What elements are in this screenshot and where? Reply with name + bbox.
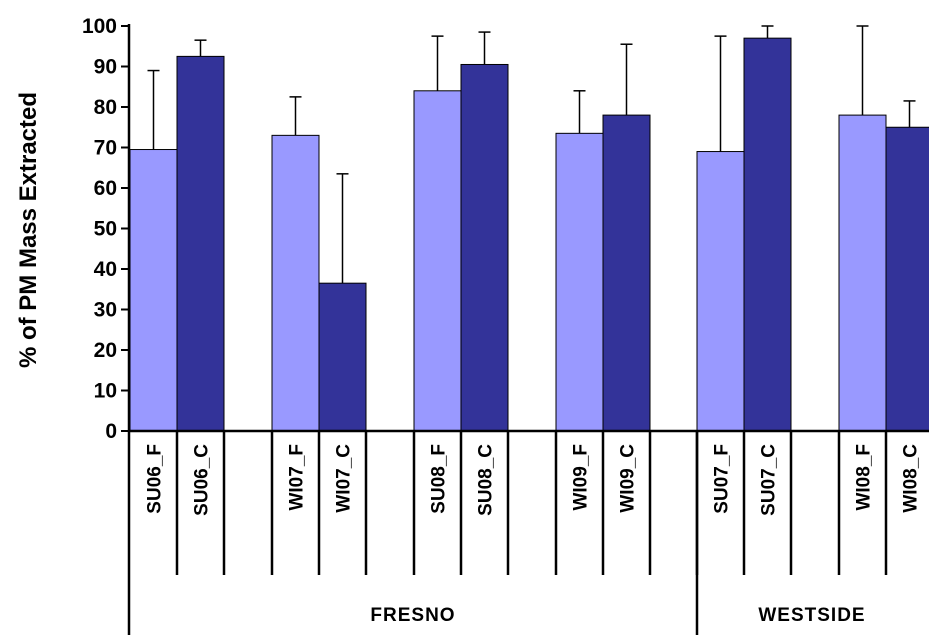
category-label: WI07_F xyxy=(287,444,308,511)
bar-su06-c xyxy=(176,55,225,432)
bar-wi08-f xyxy=(838,114,887,432)
y-tick-label: 30 xyxy=(94,299,117,322)
group-labels: FRESNO WESTSIDE xyxy=(370,605,865,626)
y-tick-label: 10 xyxy=(94,380,117,403)
category-label: WI09_C xyxy=(618,444,639,513)
group-label-westside: WESTSIDE xyxy=(758,605,865,626)
category-label: WI09_F xyxy=(571,444,592,511)
error-bars xyxy=(147,25,916,284)
bar-su08-c xyxy=(460,63,509,432)
category-label: SU07_C xyxy=(759,444,780,516)
y-tick-label: 20 xyxy=(94,339,117,362)
bar-wi09-f xyxy=(555,132,604,432)
y-tick-label: 100 xyxy=(82,15,117,38)
category-label: WI08_C xyxy=(901,444,922,513)
bar-wi08-c xyxy=(885,126,929,432)
category-label: SU08_C xyxy=(476,444,497,516)
bar-su08-f xyxy=(413,90,462,432)
category-label: SU08_F xyxy=(429,444,450,514)
bar-wi07-c xyxy=(318,282,367,432)
y-tick-label: 50 xyxy=(94,218,117,241)
bars xyxy=(129,37,929,432)
y-tick-label: 80 xyxy=(94,96,117,119)
y-tick-label: 90 xyxy=(94,56,117,79)
category-label: WI07_C xyxy=(334,444,355,513)
category-label: SU06_F xyxy=(145,444,166,514)
bar-wi07-f xyxy=(271,134,320,432)
category-labels: SU06_F SU06_C WI07_F WI07_C SU08_F SU08_C WI09… xyxy=(145,444,922,516)
y-tick-label: 60 xyxy=(94,177,117,200)
bar-su06-f xyxy=(129,149,178,432)
y-tick-label: 0 xyxy=(105,420,117,443)
y-tick-label: 70 xyxy=(94,137,117,160)
category-label: SU06_C xyxy=(192,444,213,516)
bar-su07-c xyxy=(743,37,792,432)
group-label-fresno: FRESNO xyxy=(370,605,455,626)
y-tick-label: 40 xyxy=(94,258,117,281)
axes xyxy=(127,24,929,635)
bar-su07-f xyxy=(696,151,745,432)
category-label: WI08_F xyxy=(854,444,875,511)
category-label: SU07_F xyxy=(712,444,733,514)
y-axis-label: % of PM Mass Extracted xyxy=(15,92,42,368)
y-axis-ticks: 0 10 20 30 40 50 60 70 80 90 100 xyxy=(82,15,129,443)
bar-wi09-c xyxy=(602,114,651,432)
